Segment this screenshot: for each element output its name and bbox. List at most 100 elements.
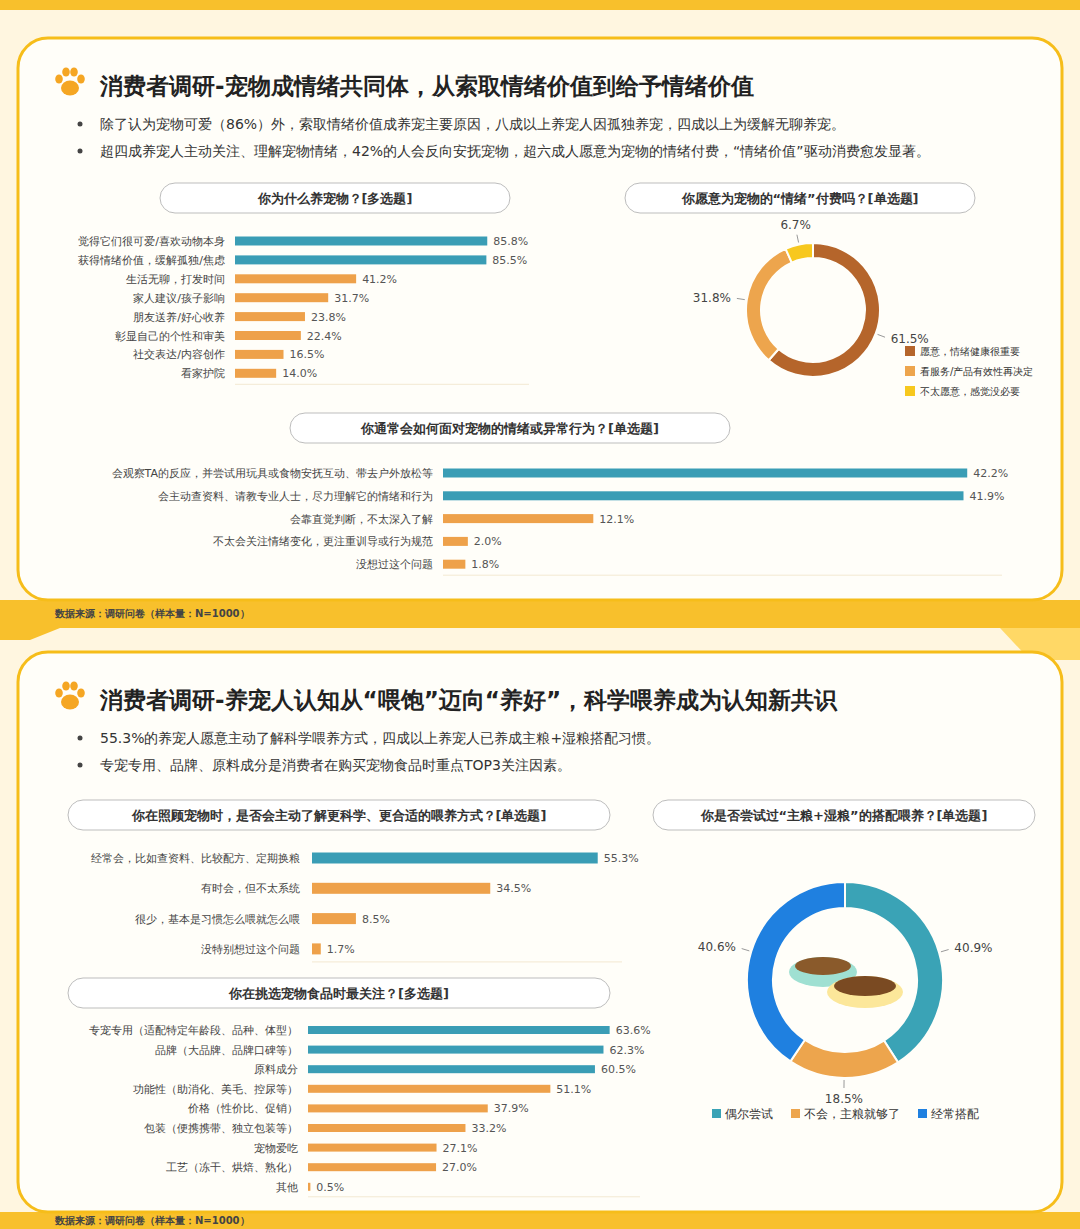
category-label: 朋友送养/好心收养 bbox=[133, 311, 225, 324]
bars bbox=[312, 853, 598, 955]
category-label: 有时会，但不太系统 bbox=[201, 882, 300, 895]
category-label: 家人建议/孩子影响 bbox=[133, 292, 225, 305]
data-label: 14.0% bbox=[282, 367, 317, 380]
data-label: 85.8% bbox=[493, 235, 528, 248]
bar bbox=[443, 514, 593, 523]
data-label: 1.8% bbox=[471, 558, 499, 571]
bars bbox=[308, 1026, 610, 1191]
bar bbox=[312, 943, 321, 954]
bullet-dot bbox=[78, 149, 83, 154]
leader-line bbox=[941, 950, 949, 952]
category-label: 品牌（大品牌、品牌口碑等） bbox=[155, 1044, 298, 1057]
bullet-text: 超四成养宠人主动关注、理解宠物情绪，42%的人会反向安抚宠物，超六成人愿意为宠物… bbox=[100, 143, 930, 159]
data-label: 34.5% bbox=[496, 882, 531, 895]
bar-chart: 会观察TA的反应，并尝试用玩具或食物安抚互动、带去户外放松等42.2%会主动查资… bbox=[112, 467, 1009, 575]
category-label: 没特别想过这个问题 bbox=[201, 943, 300, 956]
bar bbox=[308, 1026, 610, 1034]
card bbox=[18, 652, 1062, 1212]
paw-toe bbox=[77, 688, 85, 697]
bar bbox=[235, 312, 305, 321]
data-label: 85.5% bbox=[492, 254, 527, 267]
category-label: 没想过这个问题 bbox=[356, 558, 433, 571]
bowl-icon bbox=[789, 957, 903, 1008]
category-label: 功能性（助消化、美毛、控尿等） bbox=[133, 1083, 298, 1096]
category-label: 包装（便携携带、独立包装等） bbox=[144, 1122, 298, 1135]
bars bbox=[443, 469, 967, 569]
axis-line bbox=[312, 961, 622, 962]
legend-label: 不会，主粮就够了 bbox=[804, 1107, 900, 1121]
data-label: 31.8% bbox=[693, 291, 731, 305]
data-label: 27.1% bbox=[443, 1142, 478, 1155]
bar bbox=[443, 491, 963, 500]
data-label: 40.9% bbox=[954, 941, 992, 955]
bar bbox=[312, 853, 598, 864]
bar bbox=[235, 237, 487, 246]
leader-line bbox=[742, 949, 750, 951]
bullet-dot bbox=[78, 122, 83, 127]
slice bbox=[746, 249, 792, 360]
leader-line bbox=[878, 334, 885, 337]
legend-label: 看服务/产品有效性再决定 bbox=[920, 366, 1033, 377]
panel-title: 消费者调研-养宠人认知从“喂饱”迈向“养好”，科学喂养成为认知新共识 bbox=[99, 687, 838, 713]
category-label: 专宠专用（适配特定年龄段、品种、体型） bbox=[89, 1024, 298, 1037]
legend-label: 经常搭配 bbox=[931, 1107, 979, 1121]
chart-title-pill bbox=[160, 183, 510, 213]
category-label: 获得情绪价值，缓解孤独/焦虑 bbox=[78, 254, 225, 267]
bar bbox=[235, 255, 486, 264]
data-label: 12.1% bbox=[599, 513, 634, 526]
data-label: 55.3% bbox=[604, 852, 639, 865]
data-label: 63.6% bbox=[616, 1024, 651, 1037]
category-label: 宠物爱吃 bbox=[254, 1142, 298, 1155]
category-label: 经常会，比如查资料、比较配方、定期换粮 bbox=[91, 852, 300, 865]
bar bbox=[308, 1144, 437, 1152]
category-label: 彰显自己的个性和审美 bbox=[115, 330, 225, 343]
bar bbox=[308, 1183, 310, 1191]
bar bbox=[308, 1065, 595, 1073]
data-label: 18.5% bbox=[825, 1092, 863, 1106]
chart-title: 你在挑选宠物食品时最关注？[多选题] bbox=[228, 986, 449, 1001]
bowl bbox=[827, 976, 903, 1008]
band bbox=[0, 0, 1080, 10]
data-label: 60.5% bbox=[601, 1063, 636, 1076]
data-label: 22.4% bbox=[307, 330, 342, 343]
bar bbox=[312, 913, 356, 924]
data-label: 62.3% bbox=[609, 1044, 644, 1057]
band bbox=[0, 1212, 1080, 1229]
legend-swatch bbox=[905, 386, 915, 396]
category-label: 不太会关注情绪变化，更注重训导或行为规范 bbox=[213, 535, 433, 548]
data-label: 27.0% bbox=[442, 1161, 477, 1174]
chart-title: 你是否尝试过“主粮+湿粮”的搭配喂养？[单选题] bbox=[700, 808, 988, 823]
paw-toe bbox=[62, 681, 70, 690]
axis-line bbox=[443, 575, 1002, 576]
bar-chart: 觉得它们很可爱/喜欢动物本身85.8%获得情绪价值，缓解孤独/焦虑85.5%生活… bbox=[78, 235, 529, 384]
bullet-text: 专宠专用、品牌、原料成分是消费者在购买宠物食品时重点TOP3关注因素。 bbox=[100, 757, 571, 773]
axis-line bbox=[235, 384, 529, 385]
chart-title: 你在照顾宠物时，是否会主动了解更科学、更合适的喂养方式？[单选题] bbox=[131, 808, 547, 823]
data-label: 33.2% bbox=[471, 1122, 506, 1135]
data-label: 6.7% bbox=[780, 218, 811, 232]
category-label: 会主动查资料、请教专业人士，尽力理解它的情绪和行为 bbox=[158, 490, 433, 503]
data-label: 42.2% bbox=[973, 467, 1008, 480]
legend-label: 偶尔尝试 bbox=[725, 1107, 773, 1121]
slice bbox=[845, 882, 943, 1062]
chart-title-pill bbox=[290, 413, 730, 443]
category-label: 生活无聊，打发时间 bbox=[126, 273, 225, 286]
leader-line bbox=[797, 235, 799, 243]
data-label: 40.6% bbox=[698, 940, 736, 954]
data-label: 41.9% bbox=[969, 490, 1004, 503]
category-label: 价格（性价比、促销） bbox=[187, 1102, 298, 1115]
bar-chart: 专宠专用（适配特定年龄段、品种、体型） 63.6% 品牌（大品牌、品牌口碑等） 62.… bbox=[89, 1024, 651, 1197]
chart-title-pill bbox=[625, 183, 975, 213]
legend-label: 不太愿意，感觉没必要 bbox=[920, 386, 1020, 397]
bullet-dot bbox=[78, 763, 83, 768]
bar-chart: 经常会，比如查资料、比较配方、定期换粮55.3%有时会，但不太系统34.5%很少… bbox=[91, 852, 639, 962]
slice bbox=[790, 1040, 898, 1078]
band bbox=[0, 600, 1080, 640]
paw-pad bbox=[61, 695, 79, 710]
slice bbox=[786, 243, 813, 263]
bar bbox=[235, 331, 301, 340]
category-label: 看家护院 bbox=[181, 367, 225, 380]
data-label: 8.5% bbox=[362, 913, 390, 926]
donut-chart: 61.5%31.8%6.7%愿意，情绪健康很重要看服务/产品有效性再决定不太愿意… bbox=[693, 218, 1034, 397]
data-label: 16.5% bbox=[290, 348, 325, 361]
